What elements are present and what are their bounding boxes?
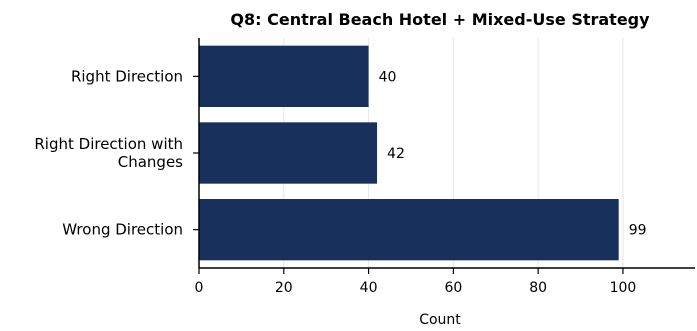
x-tick-label-100: 100 <box>610 280 637 296</box>
category-label-2: Wrong Direction <box>62 221 183 239</box>
bar-0 <box>199 45 369 107</box>
x-tick-label-60: 60 <box>444 280 462 296</box>
value-label-2: 99 <box>629 223 647 239</box>
x-tick-label-40: 40 <box>360 280 378 296</box>
bar-1 <box>199 122 378 184</box>
category-label-0: Right Direction <box>71 67 183 85</box>
bar-2 <box>199 199 619 261</box>
x-tick-label-20: 20 <box>275 280 293 296</box>
x-tick-label-0: 0 <box>195 280 204 296</box>
x-tick-label-80: 80 <box>529 280 547 296</box>
value-label-1: 42 <box>387 146 405 162</box>
value-label-0: 40 <box>379 69 397 85</box>
x-axis-label: Count <box>419 312 461 328</box>
category-label-1: Right Direction with Changes <box>34 135 183 171</box>
bars: 40 42 99 <box>199 45 647 261</box>
axes: Right Direction Right Direction with Chang… <box>34 38 695 296</box>
chart-title: Q8: Central Beach Hotel + Mixed-Use Stra… <box>230 10 650 29</box>
